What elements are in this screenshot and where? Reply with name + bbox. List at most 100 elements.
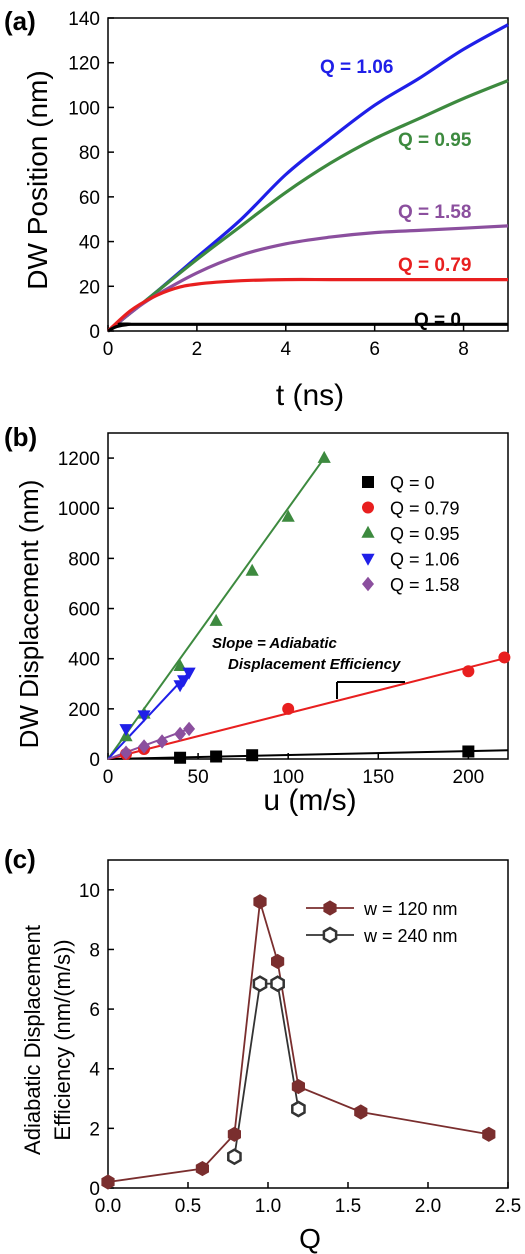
panel-b-legend-label: Q = 0.79: [390, 499, 460, 519]
panel-c-data-point: [270, 975, 285, 993]
panel-b-x-tick-label: 150: [362, 767, 394, 788]
panel-b-legend-marker: [362, 476, 374, 488]
panel-c-y-tick-label: 6: [89, 1000, 100, 1021]
panel-b-axes-frame: [107, 432, 509, 760]
panel-c-data-point: [482, 1126, 496, 1142]
panel-b-legend-marker: [362, 576, 374, 592]
panel-a-series-line: [106, 277, 508, 333]
panel-b-plot-area: 0 50 100 150 200 0 200 400 600 800 1000 1200 Q = 0 Q …: [58, 432, 511, 788]
panel-a-y-tick-label: 140: [68, 9, 100, 30]
panel-c-y-axis-label-line2: Efficiency (nm/(m/s)): [50, 939, 75, 1140]
panel-c-data-point: [291, 1100, 306, 1118]
panel-b-y-axis-label: DW Displacement (nm): [14, 480, 44, 749]
panel-c-data-point: [253, 894, 267, 910]
panel-c-data-point: [354, 1104, 368, 1120]
panel-b-data-point: [183, 721, 196, 737]
panel-c-x-tick-label: 1.0: [255, 1196, 281, 1217]
panel-b-data-point: [246, 749, 259, 762]
panel-b-legend-label: Q = 0: [390, 473, 435, 493]
panel-a-label: (a): [4, 6, 36, 36]
panel-c-x-tick-label: 2.0: [415, 1196, 441, 1217]
panel-a-x-tick-label: 2: [192, 339, 203, 360]
panel-a-x-axis-label: t (ns): [276, 379, 344, 412]
panel-b-fit-line: [107, 749, 509, 760]
panel-b-y-tick-label: 600: [68, 600, 100, 621]
panel-b-data-point: [245, 563, 259, 576]
panel-b-annotation-line1: Slope = Adiabatic: [212, 635, 338, 652]
panel-b-legend-label: Q = 1.06: [390, 550, 460, 570]
panel-c-legend-marker: [322, 926, 338, 944]
panel-b-data-point: [156, 734, 169, 749]
panel-c-plot-area: 0.0 0.5 1.0 1.5 2.0 2.5 0 2 4 6 8 10 w = 120 nm w = 2…: [79, 859, 521, 1217]
panel-a-series-label: Q = 0.79: [398, 255, 471, 276]
panel-a-y-tick-label: 0: [89, 322, 100, 343]
panel-b-fit-line: [107, 656, 509, 760]
panel-c-data-point: [252, 975, 268, 993]
panel-a-y-tick-label: 20: [79, 277, 100, 298]
panel-b-data-point: [174, 726, 187, 742]
panel-c-label: (c): [4, 844, 36, 874]
panel-c-data-point: [227, 1126, 241, 1142]
panel-c-legend-marker: [323, 900, 337, 916]
panel-c-y-tick-label: 2: [89, 1119, 100, 1140]
panel-b-data-point: [177, 675, 191, 688]
panel-a-x-tick-label: 6: [369, 339, 380, 360]
panel-b-data-point: [210, 750, 223, 763]
panel-c-efficiency-vs-q: (c) Adiabatic Displacement Efficiency (n…: [4, 844, 521, 1254]
panel-b-data-point: [182, 667, 196, 680]
panel-c-data-point: [101, 1174, 115, 1190]
panel-b-data-point: [281, 509, 295, 522]
panel-c-series-line: [107, 901, 489, 1183]
panel-b-legend-marker: [362, 501, 374, 514]
panel-b-data-point: [462, 665, 475, 678]
panel-b-x-tick-label: 50: [188, 767, 209, 788]
panel-c-data-point: [291, 1079, 305, 1095]
panel-a-position-vs-time: (a) DW Position (nm) t (ns) 0 2 4 6 80204060…: [4, 6, 509, 412]
panel-c-data-point: [271, 953, 285, 969]
panel-b-data-point: [317, 450, 331, 463]
panel-b-y-tick-label: 800: [68, 549, 100, 570]
panel-c-axes-frame: [107, 859, 509, 1189]
panel-b-legend-label: Q = 0.95: [390, 524, 460, 544]
panel-c-x-tick-label: 2.5: [495, 1196, 521, 1217]
panel-a-y-tick-label: 40: [79, 233, 100, 254]
panel-b-label: (b): [4, 422, 37, 452]
panel-a-x-tick-label: 0: [103, 339, 114, 360]
panel-b-data-point: [282, 702, 295, 715]
panel-b-legend-marker: [361, 553, 375, 566]
panel-c-y-tick-label: 4: [89, 1060, 100, 1081]
panel-b-x-axis-label: u (m/s): [263, 784, 356, 817]
panel-a-series-label: Q = 0.95: [398, 130, 472, 151]
panel-b-y-tick-label: 400: [68, 650, 100, 671]
panel-c-y-axis-label-line1: Adiabatic Displacement: [20, 925, 45, 1155]
panel-c-y-tick-label: 8: [89, 940, 100, 961]
panel-b-data-point: [138, 739, 151, 754]
panel-b-data-point: [119, 724, 133, 737]
panel-b-y-tick-label: 200: [68, 700, 100, 721]
panel-c-x-tick-label: 0.5: [175, 1196, 201, 1217]
panel-a-y-tick-label: 120: [68, 54, 100, 75]
panel-b-data-point: [209, 613, 223, 626]
panel-b-data-point: [120, 745, 133, 760]
panel-c-legend-label: w = 240 nm: [363, 926, 458, 946]
panel-a-y-tick-label: 100: [68, 98, 100, 119]
panel-b-y-tick-label: 1000: [58, 499, 100, 520]
panel-b-annotation-line2: Displacement Efficiency: [228, 656, 401, 673]
panel-a-axes-frame: [107, 17, 509, 332]
panel-c-x-tick-label: 1.5: [335, 1196, 361, 1217]
panel-b-y-tick-label: 0: [89, 750, 100, 771]
panel-b-displacement-vs-u: (b) DW Displacement (nm) u (m/s) Slope =…: [4, 422, 511, 817]
panel-a-series-label: Q = 0: [414, 310, 461, 331]
panel-b-data-point: [498, 651, 511, 664]
panel-c-series-line: [233, 982, 300, 1157]
panel-b-x-tick-label: 100: [272, 767, 304, 788]
panel-a-y-tick-label: 60: [79, 188, 100, 209]
panel-a-series-label: Q = 1.06: [320, 57, 393, 78]
panel-c-y-tick-label: 10: [79, 881, 100, 902]
panel-c-x-axis-label: Q: [299, 1223, 321, 1254]
panel-a-x-tick-label: 8: [458, 339, 469, 360]
panel-b-data-point: [137, 710, 151, 723]
panel-b-data-point: [462, 745, 475, 758]
